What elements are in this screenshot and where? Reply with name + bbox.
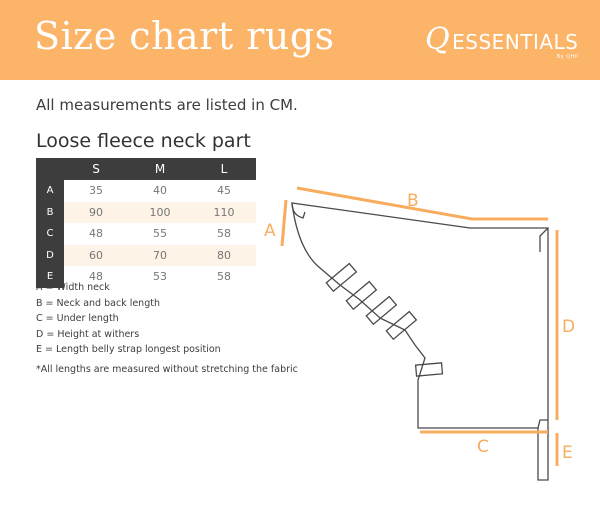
logo: Q ESSENTIALS By QHP: [425, 22, 579, 60]
legend-item: E = Length belly strap longest position: [36, 344, 221, 355]
measure-lines: [280, 186, 559, 466]
section-title: Loose fleece neck part: [36, 130, 251, 152]
table-row: C 48 55 58: [36, 223, 256, 245]
legend-item: B = Neck and back length: [36, 297, 160, 309]
table-row: B 90 100 110: [36, 201, 256, 223]
label-d: D: [562, 317, 575, 337]
legend: A = Width neck B = Neck and back length …: [36, 280, 221, 358]
header-banner: Size chart rugs Q ESSENTIALS By QHP: [0, 0, 600, 80]
page-title: Size chart rugs: [34, 14, 335, 58]
label-b: B: [407, 191, 419, 211]
legend-item: C = Under length: [36, 313, 119, 324]
rug-outline: [291, 202, 549, 481]
label-c: C: [477, 437, 489, 457]
legend-item: A = Width neck: [36, 282, 110, 293]
table-row: D 60 70 80: [36, 244, 256, 266]
legend-item: D = Height at withers: [36, 328, 140, 340]
table-row: A 35 40 45: [36, 180, 256, 202]
table-row: E 48 53 58: [36, 266, 256, 288]
intro-text: All measurements are listed in CM.: [36, 96, 298, 114]
footnote: *All lengths are measured without stretc…: [36, 364, 298, 375]
label-a: A: [264, 221, 276, 241]
label-e: E: [562, 443, 573, 463]
